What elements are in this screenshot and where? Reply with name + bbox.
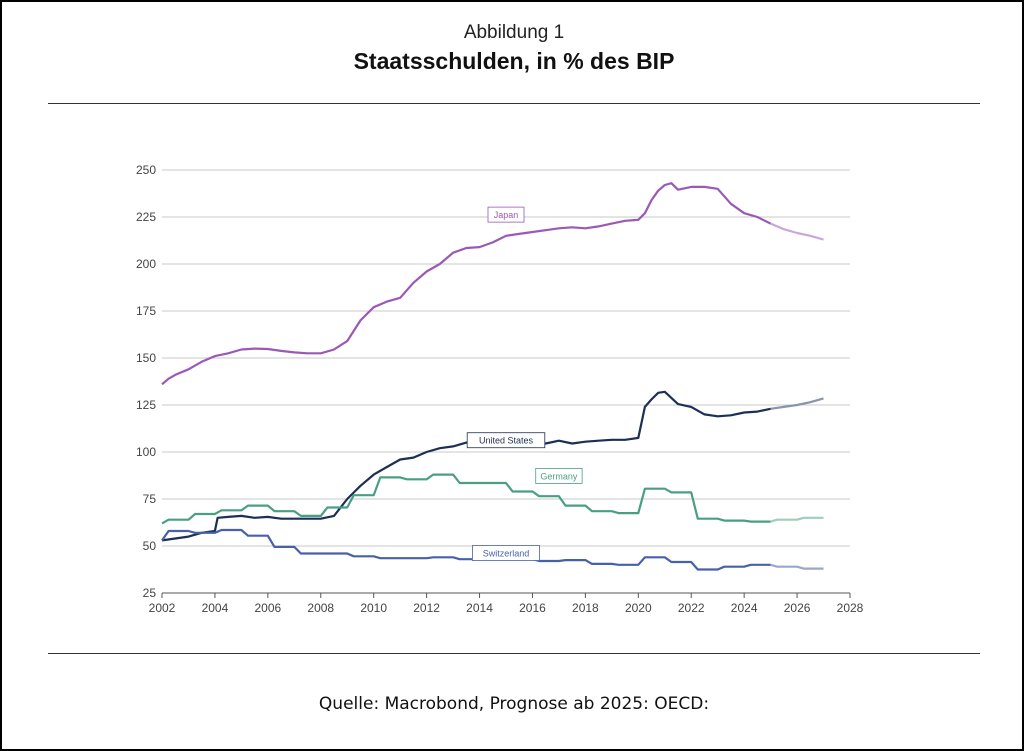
- switzerland-label: Switzerland: [483, 549, 530, 559]
- line-chart: 25 50 75 100 125 150 175 200 225 250 2002 2004 2006 2…: [136, 163, 864, 615]
- germany-label: Germany: [540, 471, 578, 481]
- x-tick-label: 2008: [307, 601, 334, 615]
- x-tick-label: 2018: [572, 601, 599, 615]
- y-tick-label: 250: [136, 163, 156, 177]
- germany-label-box: [535, 468, 583, 484]
- x-tick-label: 2026: [784, 601, 811, 615]
- y-tick-label: 25: [143, 586, 157, 600]
- x-tick-label: 2028: [837, 601, 864, 615]
- source-note: Quelle: Macrobond, Prognose ab 2025: OEC…: [318, 694, 710, 714]
- japan-label-box: [487, 206, 525, 223]
- united-states-line: [161, 390, 771, 542]
- x-tick-label: 2012: [413, 601, 440, 615]
- figure-number: Abbildung 1: [463, 22, 565, 43]
- x-tick-label: 2024: [731, 601, 758, 615]
- x-tick-label: 2004: [202, 601, 229, 615]
- japan-label: Japan: [494, 210, 519, 220]
- x-tick-label: 2006: [254, 601, 281, 615]
- switzerland-forecast-line: [770, 563, 824, 570]
- x-tick-label: 2022: [678, 601, 705, 615]
- switzerland-line: [161, 528, 771, 571]
- y-tick-label: 125: [136, 398, 156, 412]
- y-tick-label: 175: [136, 304, 156, 318]
- x-tick-label: 2020: [625, 601, 652, 615]
- united-states-label: United States: [479, 436, 534, 446]
- top-divider: [48, 103, 980, 104]
- bottom-divider: [48, 653, 980, 654]
- x-tick-label: 2002: [149, 601, 176, 615]
- y-tick-label: 200: [136, 257, 156, 271]
- y-tick-label: 225: [136, 210, 156, 224]
- y-tick-label: 75: [143, 492, 157, 506]
- japan-line: [161, 182, 772, 386]
- japan-forecast-line: [770, 222, 824, 241]
- x-tick-label: 2010: [360, 601, 387, 615]
- y-tick-label: 150: [136, 351, 156, 365]
- x-tick-label: 2014: [466, 601, 493, 615]
- x-tick-label: 2016: [519, 601, 546, 615]
- switzerland-label-box: [471, 545, 540, 561]
- germany-line: [161, 473, 771, 525]
- y-tick-label: 100: [136, 445, 156, 459]
- united-states-label-box: [466, 432, 546, 449]
- y-tick-label: 50: [143, 539, 157, 553]
- chart-title: Staatsschulden, in % des BIP: [353, 48, 675, 74]
- united-states-forecast-line: [770, 397, 824, 410]
- germany-forecast-line: [770, 516, 824, 523]
